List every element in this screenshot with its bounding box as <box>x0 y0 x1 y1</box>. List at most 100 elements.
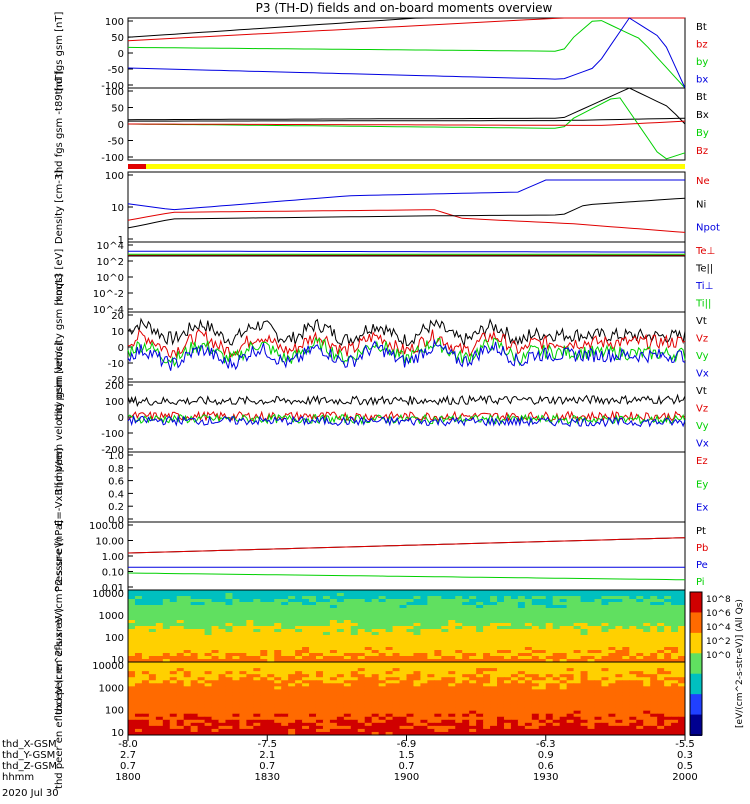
spectrogram-cell <box>545 617 554 621</box>
panel-ytick-label: -100 <box>101 429 124 440</box>
spectrogram-cell <box>343 698 352 703</box>
spectrogram-cell <box>281 707 289 712</box>
spectrogram-cell <box>288 689 296 693</box>
spectrogram-cell <box>281 623 289 627</box>
spectrogram-cell <box>608 590 616 594</box>
spectrogram-cell <box>399 623 407 627</box>
spectrogram-cell <box>657 590 665 594</box>
spectrogram-cell <box>483 614 491 618</box>
spectrogram-cell <box>455 626 463 630</box>
spectrogram-cell <box>538 698 547 703</box>
spectrogram-cell <box>162 626 171 630</box>
spectrogram-cell <box>169 602 178 606</box>
spectrogram-cell <box>531 698 540 703</box>
spectrogram-cell <box>302 698 310 703</box>
spectrogram-cell <box>434 632 442 636</box>
spectrogram-cell <box>671 644 679 648</box>
spectrogram-cell <box>183 620 192 624</box>
spectrogram-cell <box>629 641 637 645</box>
spectrogram-cell <box>141 674 150 678</box>
spectrogram-cell <box>497 644 505 648</box>
spectrogram-cell <box>309 695 317 699</box>
spectrogram-cell <box>580 647 589 651</box>
spectrogram-cell <box>573 677 582 681</box>
spectrogram-cell <box>615 635 623 639</box>
spectrogram-cell <box>176 725 185 730</box>
spectrogram-cell <box>615 677 623 681</box>
spectrogram-cell <box>211 653 220 657</box>
spectrogram-cell <box>643 674 651 678</box>
spectrogram-cell <box>545 728 554 733</box>
spectrogram-cell <box>601 617 609 621</box>
spectrogram-cell <box>155 596 164 600</box>
spectrogram-cell <box>420 632 428 636</box>
spectrogram-cell <box>671 665 679 669</box>
spectrogram-cell <box>281 683 289 687</box>
spectrogram-cell <box>350 617 359 621</box>
panel-9: thd peir en eflux eV (cm^2-s-sr-eV) 10000… <box>54 537 686 715</box>
spectrogram-cell <box>587 611 595 615</box>
spectrogram-cell <box>552 623 561 627</box>
spectrogram-cell <box>559 686 568 690</box>
spectrogram-cell <box>281 710 289 715</box>
spectrogram-cell <box>169 701 178 706</box>
spectrogram-cell <box>350 608 359 612</box>
spectrogram-cell <box>197 632 206 636</box>
spectrogram-cell <box>580 611 589 615</box>
figure-title: P3 (TH-D) fields and on-board moments ov… <box>256 1 553 15</box>
spectrogram-cell <box>455 650 463 654</box>
spectrogram-cell <box>524 626 533 630</box>
spectrogram-cell <box>336 716 345 721</box>
spectrogram-cell <box>517 644 526 648</box>
spectrogram-cell <box>559 707 568 712</box>
spectrogram-cell <box>225 731 233 736</box>
spectrogram-cell <box>476 617 484 621</box>
spectrogram-cell <box>650 719 658 724</box>
spectrogram-cell <box>295 683 303 687</box>
spectrogram-cell <box>629 644 637 648</box>
spectrogram-cell <box>155 677 164 681</box>
spectrogram-cell <box>176 695 185 699</box>
spectrogram-cell <box>566 623 575 627</box>
spectrogram-cell <box>678 605 686 609</box>
spectrogram-cell <box>392 635 401 639</box>
spectrogram-cell <box>322 593 331 597</box>
spectrogram-cell <box>392 656 401 660</box>
spectrogram-cell <box>385 611 394 615</box>
spectrogram-cell <box>309 599 317 603</box>
spectrogram-cell <box>601 623 609 627</box>
spectrogram-cell <box>643 695 651 699</box>
spectrogram-cell <box>476 674 484 678</box>
spectrogram-cell <box>636 662 644 666</box>
spectrogram-cell <box>190 683 199 687</box>
spectrogram-cell <box>183 638 192 642</box>
spectrogram-cell <box>573 605 582 609</box>
spectrogram-cell <box>650 599 658 603</box>
spectrogram-cell <box>608 665 616 669</box>
spectrogram-cell <box>260 674 268 678</box>
spectrogram-cell <box>155 683 164 687</box>
spectrogram-cell <box>399 608 407 612</box>
spectrogram-cell <box>664 638 672 642</box>
spectrogram-cell <box>427 644 435 648</box>
spectrogram-cell <box>636 596 644 600</box>
spectrogram-cell <box>267 713 275 718</box>
spectrogram-cell <box>483 650 491 654</box>
spectrogram-cell <box>260 710 268 715</box>
spectrogram-cell <box>378 692 387 696</box>
spectrogram-cell <box>225 614 233 618</box>
spectrogram-cell <box>371 725 380 730</box>
spectrogram-cell <box>295 710 303 715</box>
spectrogram-cell <box>364 590 373 594</box>
series-Ne <box>127 209 686 233</box>
spectrogram-cell <box>524 650 533 654</box>
spectrogram-cell <box>211 608 220 612</box>
spectrogram-cell <box>469 701 477 706</box>
spectrogram-cell <box>587 710 595 715</box>
spectrogram-cell <box>671 659 679 663</box>
spectrogram-cell <box>552 632 561 636</box>
spectrogram-cell <box>552 617 561 621</box>
spectrogram-cell <box>524 671 533 675</box>
spectrogram-cell <box>406 659 414 663</box>
spectrogram-cell <box>302 710 310 715</box>
